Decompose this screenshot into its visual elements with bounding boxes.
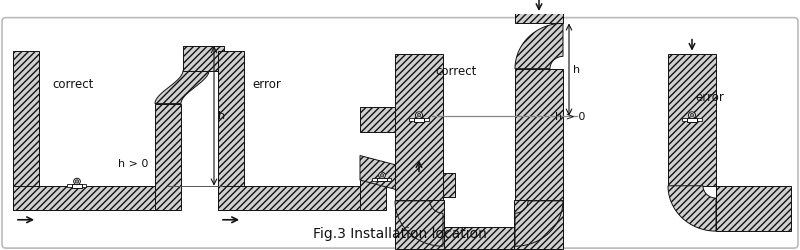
Text: correct: correct xyxy=(52,78,94,90)
Text: error: error xyxy=(695,91,724,104)
Bar xyxy=(13,186,155,210)
Text: h: h xyxy=(573,64,580,74)
Bar xyxy=(82,184,86,187)
FancyBboxPatch shape xyxy=(2,18,798,248)
Text: h > 0: h > 0 xyxy=(118,159,148,169)
Bar xyxy=(360,107,395,132)
Bar xyxy=(218,51,244,210)
Bar xyxy=(13,51,39,210)
Circle shape xyxy=(417,114,421,117)
Bar xyxy=(515,69,563,201)
Circle shape xyxy=(74,178,80,184)
Circle shape xyxy=(690,114,694,117)
Bar xyxy=(414,118,424,122)
Bar xyxy=(72,184,82,188)
Circle shape xyxy=(415,112,422,118)
Bar xyxy=(409,118,414,121)
Text: correct: correct xyxy=(435,65,476,78)
Bar xyxy=(515,6,563,23)
Bar xyxy=(372,178,377,181)
Bar xyxy=(360,180,386,210)
Polygon shape xyxy=(155,70,209,104)
Bar xyxy=(443,227,515,249)
Circle shape xyxy=(689,112,695,118)
Bar xyxy=(386,178,391,181)
Polygon shape xyxy=(515,201,563,246)
Bar xyxy=(425,172,455,197)
Bar xyxy=(377,178,387,182)
Polygon shape xyxy=(395,201,443,246)
Text: error: error xyxy=(252,78,281,90)
Bar xyxy=(395,200,444,249)
Bar xyxy=(395,54,443,201)
Text: h > 0: h > 0 xyxy=(555,112,586,122)
Polygon shape xyxy=(360,156,425,197)
Bar xyxy=(514,200,563,249)
Bar xyxy=(218,186,360,210)
Bar xyxy=(424,118,429,121)
Bar xyxy=(67,184,72,187)
Bar xyxy=(682,118,687,121)
Polygon shape xyxy=(668,186,716,231)
Bar xyxy=(668,54,716,186)
Circle shape xyxy=(75,180,78,183)
Bar xyxy=(183,46,224,70)
Polygon shape xyxy=(515,23,563,69)
Bar xyxy=(687,118,697,122)
Bar xyxy=(697,118,702,121)
Circle shape xyxy=(380,174,384,177)
Text: Fig.3 Installation location: Fig.3 Installation location xyxy=(313,226,487,240)
Circle shape xyxy=(378,172,386,178)
Text: h: h xyxy=(218,111,225,121)
Bar xyxy=(716,186,791,231)
Bar xyxy=(155,104,181,210)
